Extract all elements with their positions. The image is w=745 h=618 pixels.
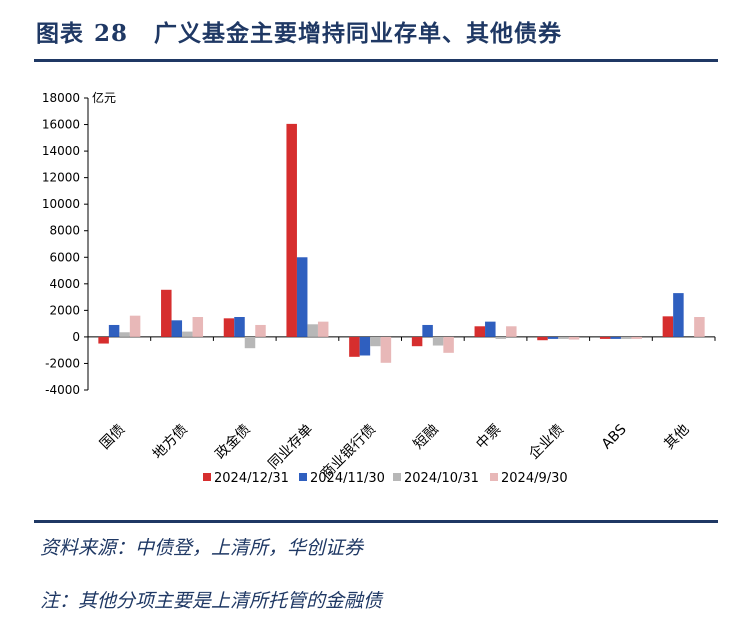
bar — [192, 317, 204, 337]
bar — [359, 336, 371, 356]
legend-label: 2024/9/30 — [501, 471, 568, 486]
bar — [370, 336, 381, 347]
bar — [286, 123, 297, 337]
bar — [620, 336, 632, 339]
bar — [547, 336, 559, 339]
y-tick-label: 6000 — [49, 250, 80, 264]
title-text: 广义基金主要增持同业存单、其他债券 — [154, 20, 563, 47]
bar — [558, 336, 569, 339]
y-tick-label: -2000 — [45, 356, 80, 370]
bar — [631, 336, 642, 339]
bar — [182, 331, 193, 337]
x-category-label: 中票 — [473, 422, 504, 453]
y-tick-label: 18000 — [42, 91, 80, 105]
y-tick-label: -4000 — [45, 383, 80, 397]
bar — [495, 336, 507, 339]
x-category-label: 企业债 — [525, 421, 567, 463]
y-tick-label: 14000 — [42, 144, 80, 158]
legend-swatch — [393, 473, 401, 481]
bar — [568, 336, 580, 340]
legend-swatch — [299, 473, 307, 481]
chart-title: 图表 28 广义基金主要增持同业存单、其他债券 — [36, 14, 562, 48]
x-category-label: 其他 — [661, 422, 692, 453]
y-tick-label: 4000 — [49, 277, 80, 291]
bottom-divider — [34, 520, 718, 523]
legend-label: 2024/12/31 — [214, 471, 289, 486]
y-tick-label: 2000 — [49, 303, 80, 317]
bar — [234, 317, 245, 337]
top-divider — [34, 59, 718, 62]
y-tick-label: 12000 — [42, 171, 80, 185]
legend-label: 2024/10/31 — [404, 471, 479, 486]
bar — [171, 320, 183, 337]
bar — [599, 336, 611, 339]
remark-note: 注：其他分项主要是上清所托管的金融债 — [40, 590, 383, 612]
bar — [98, 336, 109, 344]
bar — [443, 336, 454, 353]
x-category-label: 同业存单 — [265, 422, 316, 473]
x-category-label: 政金债 — [213, 422, 254, 463]
bar — [108, 324, 120, 337]
bar — [255, 324, 266, 337]
bar — [129, 315, 141, 337]
bar — [244, 336, 256, 349]
title-number: 28 — [94, 20, 129, 47]
bar — [380, 336, 392, 363]
bar — [694, 317, 705, 337]
bar — [411, 336, 423, 347]
bar — [485, 321, 496, 337]
bar — [506, 326, 517, 337]
bar — [537, 336, 548, 341]
x-category-label: 地方债 — [150, 422, 191, 463]
y-tick-label: 10000 — [42, 197, 80, 211]
bar — [662, 316, 674, 337]
bar — [474, 326, 486, 337]
y-tick-label: 8000 — [49, 224, 80, 238]
legend-swatch — [490, 473, 498, 481]
x-category-label: 短融 — [411, 422, 442, 453]
y-tick-label: 0 — [72, 330, 80, 344]
title-label: 图表 — [36, 20, 84, 47]
bar-chart: 18000 16000 14000 12000 10000 8000 6000 4000 200… — [42, 90, 716, 486]
bar — [223, 318, 235, 337]
source-note: 资料来源：中债登，上清所，华创证券 — [40, 537, 364, 559]
x-category-label: 国债 — [97, 422, 128, 453]
bar — [317, 321, 329, 337]
legend-label: 2024/11/30 — [310, 471, 385, 486]
bar — [119, 332, 130, 337]
y-tick-label: 16000 — [42, 118, 80, 132]
x-category-label: ABS — [599, 421, 630, 452]
bar — [307, 324, 318, 337]
bar — [296, 257, 308, 337]
bar — [432, 336, 444, 346]
y-unit-label: 亿元 — [92, 90, 116, 105]
legend-swatch — [203, 473, 211, 481]
bar — [349, 336, 360, 357]
bar — [610, 336, 621, 339]
bar — [161, 289, 172, 337]
bar — [422, 324, 433, 337]
bar — [673, 293, 684, 337]
